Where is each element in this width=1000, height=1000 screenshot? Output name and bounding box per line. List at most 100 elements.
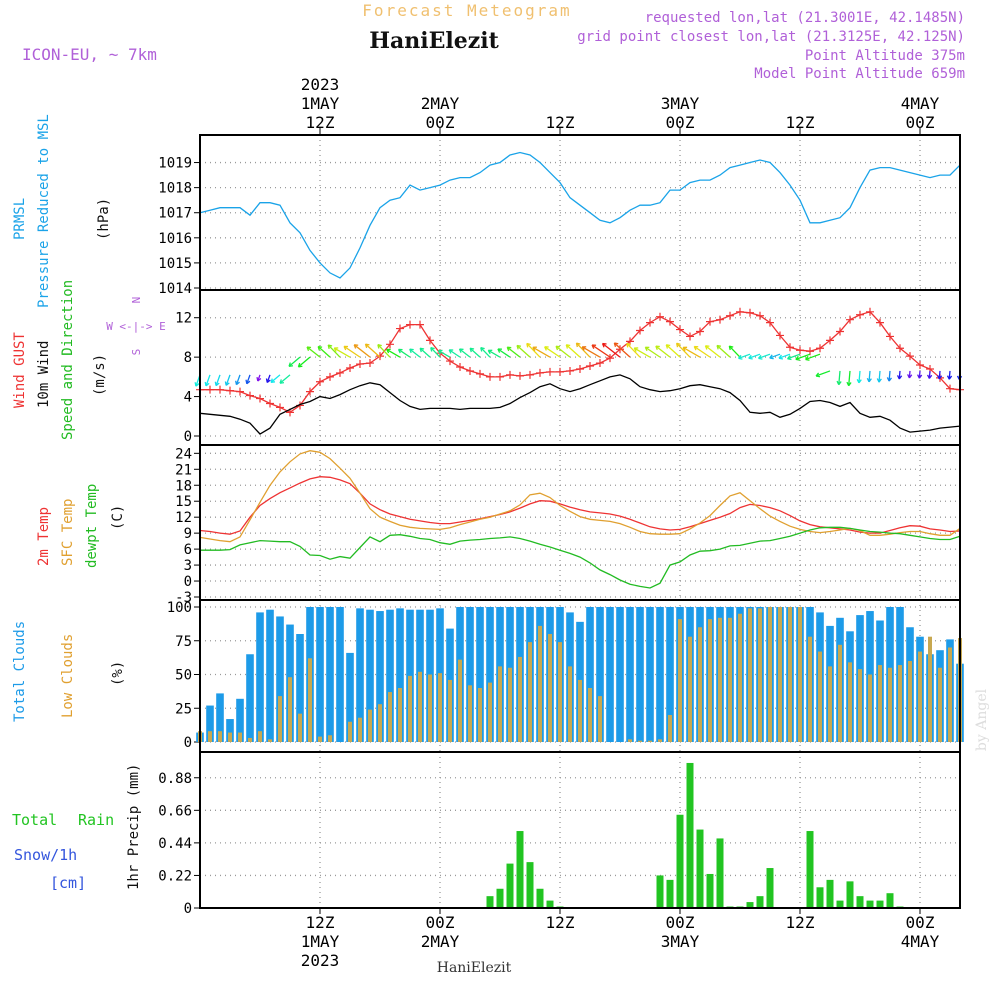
wind-arrow [676, 342, 691, 358]
gust-marker [506, 370, 514, 379]
wind-arrow-head [364, 343, 370, 349]
low-cloud-bar [298, 713, 302, 742]
low-cloud-bar [568, 666, 572, 742]
wind-arrow-head [386, 348, 391, 354]
total-cloud-bar [466, 607, 474, 742]
y-tick-label: 4 [184, 390, 192, 406]
low-cloud-bar [208, 731, 212, 742]
wind-arrow [317, 346, 331, 358]
panel-frame [199, 444, 961, 601]
wind-arrow-head [917, 374, 923, 379]
wind-arrow [288, 356, 301, 367]
y-tick-label: 15 [175, 494, 192, 510]
gust-marker [366, 359, 374, 368]
panel-5: 0 0.22 0.44 0.66 0.88 [158, 751, 961, 917]
gust-marker [586, 362, 594, 371]
total-cloud-bar [326, 607, 334, 742]
y-tick-label: 1014 [158, 281, 192, 297]
wind-arrow-head [194, 382, 200, 387]
wind-arrow-head [516, 344, 522, 350]
low-cloud-bar [558, 642, 562, 742]
cloud-label-low: Low Clouds [60, 634, 76, 718]
low-cloud-bar [658, 739, 662, 742]
gust-marker [896, 344, 904, 353]
gust-marker [796, 346, 804, 355]
wind-arrow [298, 356, 311, 368]
temp-label-sfc: SFC Temp [60, 499, 76, 566]
precip-bar [816, 887, 824, 908]
gust-marker [316, 377, 324, 386]
total-cloud-bar [366, 609, 374, 742]
low-cloud-bar [848, 662, 852, 742]
low-cloud-bar [388, 692, 392, 742]
low-cloud-bar [238, 732, 242, 742]
header-model: ICON-EU, ~ 7km [22, 45, 157, 64]
low-cloud-bar [868, 674, 872, 742]
wind-arrow-head [532, 346, 537, 352]
panel-frame [199, 751, 961, 909]
wind-arrow-head [856, 378, 862, 384]
y-tick-label: 1019 [158, 156, 192, 172]
wind-arrow-head [555, 345, 561, 351]
wind-arrow-head [458, 348, 464, 353]
low-cloud-bar [668, 715, 672, 742]
gust-marker [786, 343, 794, 352]
time-label: 2023 [301, 75, 340, 94]
gust-marker [356, 360, 364, 369]
watermark: by Angel [974, 688, 990, 751]
y-tick-label: -3 [175, 590, 192, 606]
gust-marker [386, 340, 394, 349]
wind-arrow [591, 344, 611, 358]
wind-arrow-head [327, 344, 333, 350]
wind-arrow-head [866, 377, 872, 383]
wind-arrow-head [288, 362, 294, 367]
low-cloud-bar [898, 665, 902, 742]
low-cloud-bar [548, 634, 552, 742]
wind-arrow [682, 346, 701, 358]
wind-arrows [194, 342, 963, 387]
cloud-label-unit: (%) [110, 661, 126, 686]
wind-arrow-head [665, 344, 671, 349]
wind-arrow [353, 344, 371, 358]
wind-arrow [705, 345, 721, 358]
gust-marker [716, 315, 724, 324]
wind-compass-s: S [130, 349, 143, 356]
wind-arrow [343, 345, 361, 358]
gust-marker [846, 315, 854, 324]
gust-marker [576, 364, 584, 373]
precip-bar [696, 829, 704, 908]
low-cloud-bar [588, 688, 592, 742]
time-label: 12Z [546, 113, 575, 132]
wind-arrow-head [469, 347, 475, 353]
low-cloud-bar [278, 696, 282, 742]
gust-marker [836, 327, 844, 336]
wind-arrow [758, 353, 771, 359]
wind-arrow [386, 348, 401, 358]
gust-marker [556, 367, 564, 376]
gust-marker [756, 311, 764, 320]
wind-label-10m: 10m Wind [36, 341, 52, 408]
wind-arrow-head [353, 344, 359, 349]
wind-arrow-head [795, 355, 800, 361]
wind-arrow [333, 347, 351, 358]
time-label: 3MAY [661, 932, 700, 951]
header-top-title: Forecast Meteogram [362, 1, 571, 20]
wind-arrow [815, 370, 831, 377]
wind-arrow-head [626, 342, 631, 348]
gust-marker [566, 366, 574, 375]
time-label: 2MAY [421, 94, 460, 113]
low-cloud-bar [838, 644, 842, 742]
wind-arrow-head [886, 377, 892, 382]
low-cloud-bar [498, 666, 502, 742]
total-cloud-bar [246, 654, 254, 742]
header-point-altitude: Point Altitude 375m [805, 48, 965, 64]
low-cloud-bar [518, 656, 522, 742]
temp-label-unit: (C) [110, 505, 126, 530]
wind-arrow [787, 353, 801, 360]
total-cloud-bar [616, 607, 624, 742]
wind-arrow-head [704, 345, 710, 350]
time-label: 2MAY [421, 932, 460, 951]
gust-marker [446, 357, 454, 366]
precip-bar [846, 881, 854, 908]
precip-bar [756, 896, 764, 908]
